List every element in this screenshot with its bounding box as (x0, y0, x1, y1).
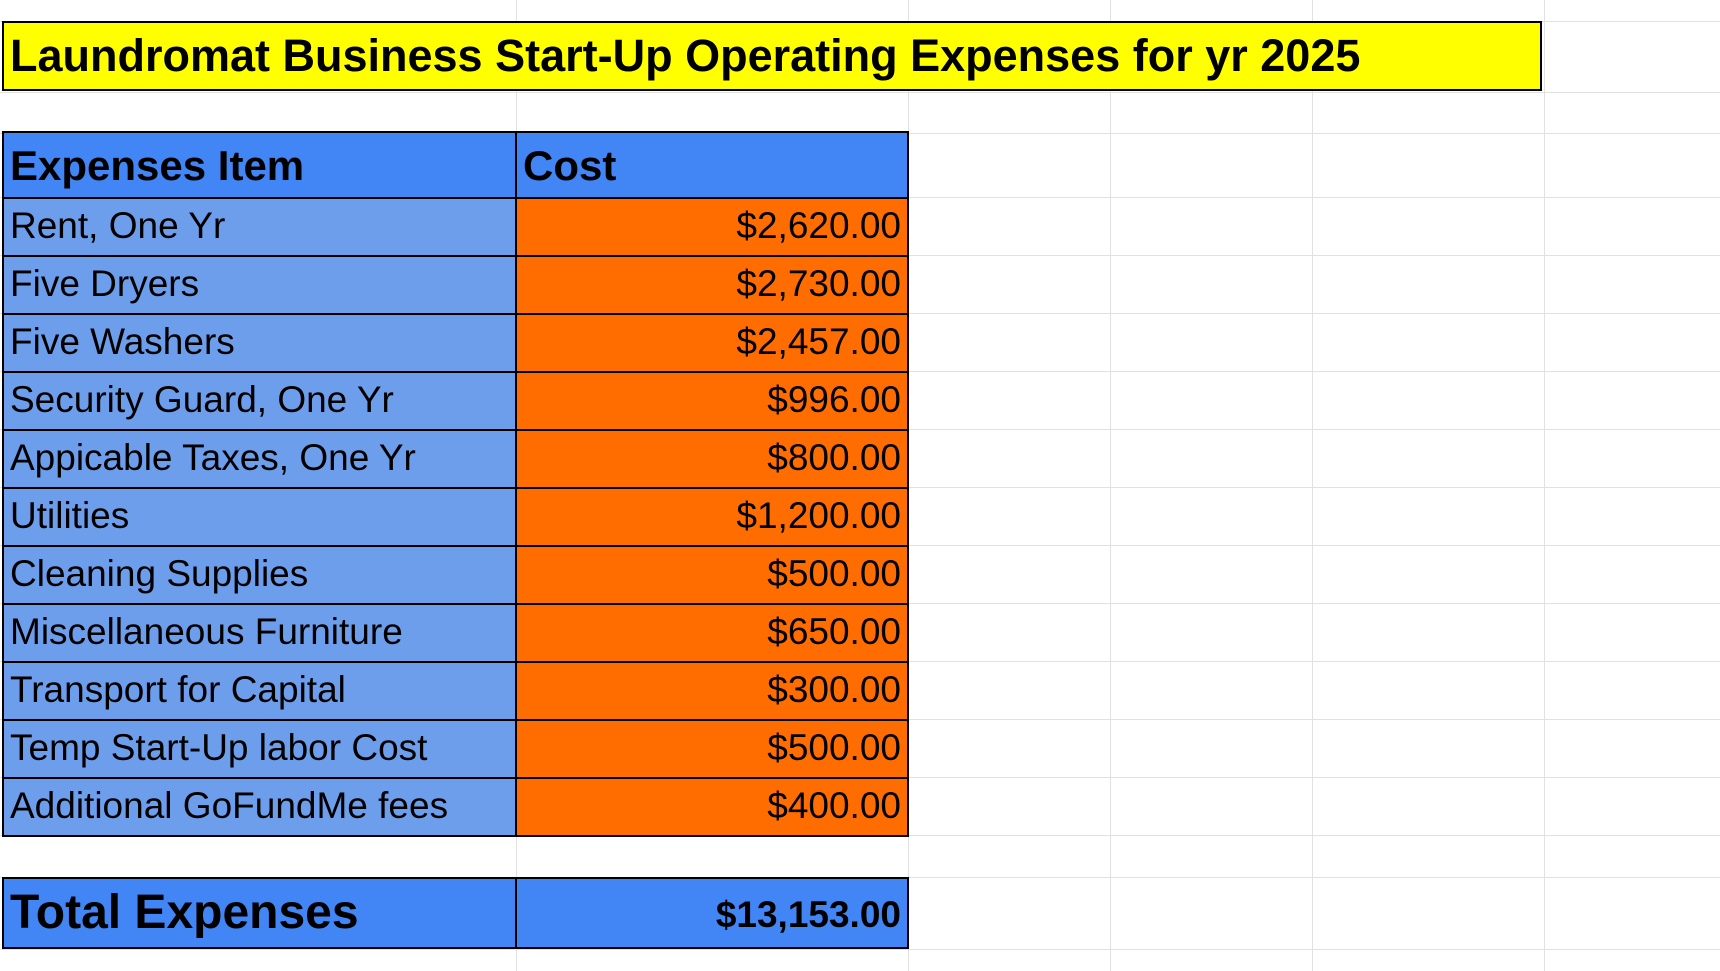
sheet-title-cell[interactable]: Laundromat Business Start-Up Operating E… (2, 21, 1542, 91)
expenses-table: Expenses Item Cost Rent, One Yr $2,620.0… (2, 131, 909, 837)
expense-cost-cell[interactable]: $400.00 (515, 777, 909, 837)
table-row: Appicable Taxes, One Yr $800.00 (2, 429, 909, 489)
expense-item-cell[interactable]: Transport for Capital (2, 661, 517, 721)
column-divider (1110, 0, 1111, 971)
table-row: Additional GoFundMe fees $400.00 (2, 777, 909, 837)
header-cell-cost[interactable]: Cost (515, 131, 909, 199)
row-divider (0, 949, 1720, 950)
table-row: Utilities $1,200.00 (2, 487, 909, 547)
header-cell-expenses-item[interactable]: Expenses Item (2, 131, 517, 199)
expense-item-cell[interactable]: Five Washers (2, 313, 517, 373)
expense-item-cell[interactable]: Utilities (2, 487, 517, 547)
row-divider (0, 92, 1720, 93)
expense-cost-cell[interactable]: $800.00 (515, 429, 909, 489)
expense-item-cell[interactable]: Additional GoFundMe fees (2, 777, 517, 837)
expense-item-cell[interactable]: Miscellaneous Furniture (2, 603, 517, 663)
expense-cost-cell[interactable]: $2,730.00 (515, 255, 909, 315)
table-row: Transport for Capital $300.00 (2, 661, 909, 721)
column-divider (1544, 0, 1545, 971)
total-row: Total Expenses $13,153.00 (2, 877, 909, 949)
expense-cost-cell[interactable]: $996.00 (515, 371, 909, 431)
column-divider (1312, 0, 1313, 971)
table-row: Five Dryers $2,730.00 (2, 255, 909, 315)
expense-cost-cell[interactable]: $650.00 (515, 603, 909, 663)
expense-item-cell[interactable]: Five Dryers (2, 255, 517, 315)
expense-cost-cell[interactable]: $2,620.00 (515, 197, 909, 257)
total-value-cell[interactable]: $13,153.00 (515, 877, 909, 949)
expense-item-cell[interactable]: Security Guard, One Yr (2, 371, 517, 431)
table-row: Security Guard, One Yr $996.00 (2, 371, 909, 431)
table-row: Temp Start-Up labor Cost $500.00 (2, 719, 909, 779)
expense-cost-cell[interactable]: $300.00 (515, 661, 909, 721)
expense-cost-cell[interactable]: $500.00 (515, 545, 909, 605)
expense-item-cell[interactable]: Appicable Taxes, One Yr (2, 429, 517, 489)
table-row: Five Washers $2,457.00 (2, 313, 909, 373)
expense-item-cell[interactable]: Cleaning Supplies (2, 545, 517, 605)
expense-cost-cell[interactable]: $1,200.00 (515, 487, 909, 547)
expense-cost-cell[interactable]: $2,457.00 (515, 313, 909, 373)
table-row: Rent, One Yr $2,620.00 (2, 197, 909, 257)
total-label-cell[interactable]: Total Expenses (2, 877, 517, 949)
table-row: Cleaning Supplies $500.00 (2, 545, 909, 605)
table-row: Miscellaneous Furniture $650.00 (2, 603, 909, 663)
expense-item-cell[interactable]: Rent, One Yr (2, 197, 517, 257)
expense-item-cell[interactable]: Temp Start-Up labor Cost (2, 719, 517, 779)
expense-cost-cell[interactable]: $500.00 (515, 719, 909, 779)
table-header-row: Expenses Item Cost (2, 131, 909, 199)
